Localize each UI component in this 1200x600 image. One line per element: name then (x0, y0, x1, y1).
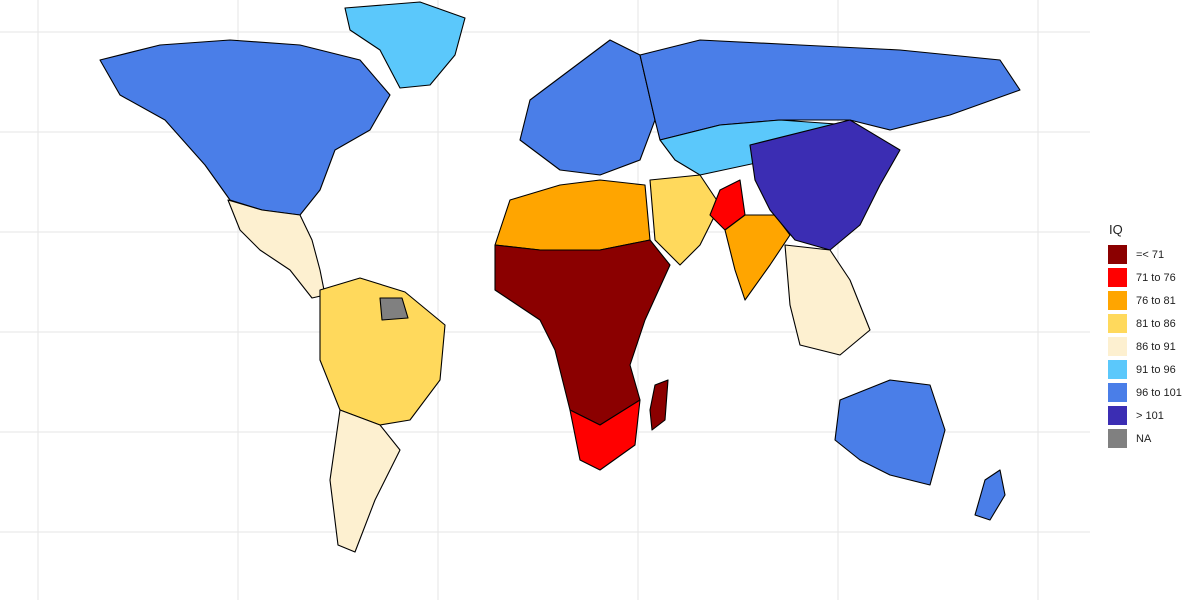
legend-item: =< 71 (1108, 243, 1198, 266)
region-north-america (99, 39, 391, 216)
legend-item: > 101 (1108, 404, 1198, 427)
region-guianas (379, 297, 409, 321)
legend-label: 81 to 86 (1136, 317, 1176, 330)
region-southeast-asia (784, 244, 871, 356)
legend-label: 86 to 91 (1136, 340, 1176, 353)
region-europe (519, 39, 656, 176)
legend-label: 71 to 76 (1136, 271, 1176, 284)
region-middle-east (649, 174, 721, 266)
legend-label: NA (1136, 432, 1152, 445)
region-australia (834, 379, 946, 486)
region-south-america (319, 277, 446, 426)
legend-swatch (1108, 314, 1127, 333)
region-southern-africa (569, 399, 641, 471)
legend-label: =< 71 (1136, 248, 1165, 261)
region-east-asia (749, 119, 901, 251)
legend-item: NA (1108, 427, 1198, 450)
legend-item: 96 to 101 (1108, 381, 1198, 404)
legend-item: 86 to 91 (1108, 335, 1198, 358)
legend-swatch (1108, 383, 1127, 402)
legend-swatch (1108, 245, 1127, 264)
region-sub-saharan-africa (494, 239, 671, 426)
legend-swatch (1108, 337, 1127, 356)
legend-item: 71 to 76 (1108, 266, 1198, 289)
legend-label: 76 to 81 (1136, 294, 1176, 307)
map-legend: IQ =< 71 71 to 76 76 to 81 81 to 86 86 t… (1108, 222, 1198, 450)
legend-label: 91 to 96 (1136, 363, 1176, 376)
legend-label: > 101 (1136, 409, 1164, 422)
region-india (724, 214, 791, 301)
legend-swatch (1108, 406, 1127, 425)
world-map (0, 0, 1090, 600)
legend-title: IQ (1109, 222, 1123, 237)
legend-swatch (1108, 429, 1127, 448)
legend-item: 91 to 96 (1108, 358, 1198, 381)
region-mexico-central-america (227, 199, 326, 299)
region-madagascar (649, 379, 669, 431)
legend-item: 81 to 86 (1108, 312, 1198, 335)
region-southern-cone (329, 409, 401, 553)
region-greenland (344, 1, 466, 89)
legend-label: 96 to 101 (1136, 386, 1182, 399)
region-north-africa (494, 179, 651, 251)
legend-swatch (1108, 360, 1127, 379)
legend-items: =< 71 71 to 76 76 to 81 81 to 86 86 to 9… (1108, 243, 1198, 450)
region-new-zealand (974, 469, 1006, 521)
legend-item: 76 to 81 (1108, 289, 1198, 312)
legend-swatch (1108, 268, 1127, 287)
legend-swatch (1108, 291, 1127, 310)
